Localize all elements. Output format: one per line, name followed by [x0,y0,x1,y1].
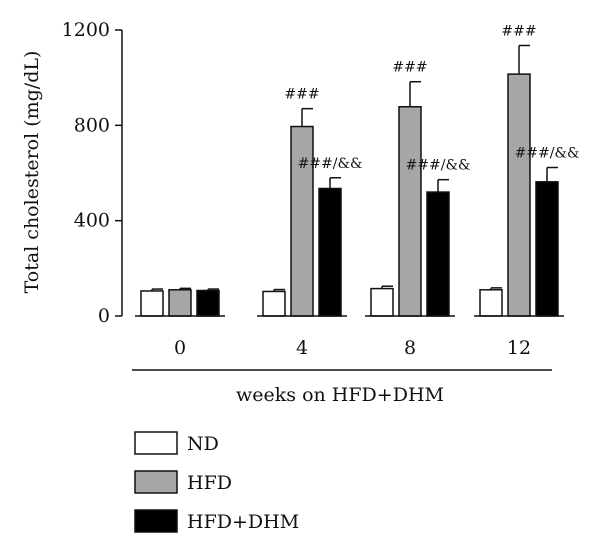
significance-label: ###/&& [406,158,471,174]
bar-hfd [507,73,531,317]
plot-area: 0 400 800 1200 0 ### ###/&& 4 ### ###/&& 8 ### ###/&… [62,19,580,371]
significance-label: ### [501,23,536,39]
legend-swatch-nd [134,431,178,455]
significance-label: ### [284,87,319,103]
bar-hfd-dhm [318,187,342,317]
bar-hfd-dhm [426,191,450,317]
x-axis-label: weeks on HFD+DHM [236,384,444,406]
y-tick-label: 400 [74,210,110,232]
legend-label: HFD+DHM [187,511,299,533]
bar-nd [262,290,286,317]
x-tick-label: 12 [507,337,531,359]
bar-hfd [168,289,192,317]
bar-hfd-dhm [535,181,559,317]
significance-label: ###/&& [515,146,580,162]
legend-swatch-hfd [134,470,178,494]
significance-label: ###/&& [298,156,363,172]
bar-hfd [398,105,422,317]
x-tick-label: 8 [404,337,416,359]
legend-label: ND [187,433,219,455]
bar-hfd-dhm [196,289,220,317]
legend-swatch-hfd-dhm [134,509,178,533]
bar-nd [370,287,394,317]
x-tick-label: 0 [174,337,186,359]
legend: ND HFD HFD+DHM [134,431,299,533]
y-axis-label: Total cholesterol (mg/dL) [21,51,43,294]
y-tick-label: 800 [74,114,110,136]
y-tick-label: 1200 [62,19,110,41]
legend-label: HFD [187,472,232,494]
bar-nd [140,290,164,317]
bar-nd [479,289,503,317]
y-tick-label: 0 [98,305,110,327]
significance-label: ### [392,60,427,76]
x-tick-label: 4 [296,337,308,359]
